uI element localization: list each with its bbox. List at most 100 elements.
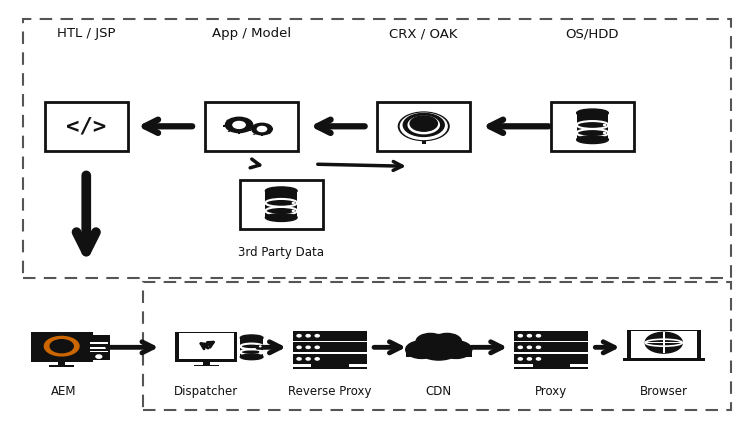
Bar bbox=[266, 124, 269, 126]
Bar bbox=[622, 358, 705, 360]
Bar bbox=[631, 331, 697, 358]
Bar bbox=[577, 113, 608, 140]
Bar bbox=[22, 19, 731, 278]
Circle shape bbox=[527, 335, 532, 337]
Circle shape bbox=[50, 340, 74, 353]
Bar bbox=[251, 124, 253, 125]
Bar bbox=[227, 131, 230, 132]
Bar bbox=[205, 102, 298, 151]
Bar bbox=[90, 351, 108, 352]
Bar bbox=[194, 365, 218, 366]
Circle shape bbox=[440, 341, 472, 358]
Ellipse shape bbox=[240, 349, 263, 355]
Bar bbox=[261, 135, 263, 136]
Circle shape bbox=[315, 346, 320, 349]
Circle shape bbox=[315, 335, 320, 337]
Ellipse shape bbox=[266, 187, 297, 195]
Ellipse shape bbox=[577, 136, 608, 144]
Bar bbox=[88, 335, 110, 360]
Bar bbox=[514, 354, 588, 364]
Bar bbox=[31, 332, 93, 362]
Bar bbox=[292, 354, 368, 364]
Bar bbox=[271, 128, 273, 130]
Bar bbox=[203, 362, 209, 365]
Circle shape bbox=[252, 123, 272, 135]
Circle shape bbox=[292, 210, 294, 211]
Circle shape bbox=[233, 122, 245, 128]
Circle shape bbox=[645, 332, 682, 353]
Circle shape bbox=[398, 112, 449, 141]
Circle shape bbox=[315, 358, 320, 360]
Bar bbox=[311, 364, 349, 368]
Circle shape bbox=[536, 335, 541, 337]
Bar bbox=[224, 125, 225, 127]
Bar bbox=[406, 346, 472, 357]
Bar bbox=[551, 102, 634, 151]
Circle shape bbox=[297, 335, 301, 337]
Circle shape bbox=[406, 341, 437, 358]
Bar bbox=[627, 330, 701, 360]
Circle shape bbox=[527, 358, 532, 360]
Circle shape bbox=[536, 358, 541, 360]
Circle shape bbox=[306, 346, 310, 349]
Bar bbox=[532, 364, 570, 368]
Bar bbox=[266, 191, 297, 218]
Circle shape bbox=[518, 358, 522, 360]
Bar bbox=[377, 102, 470, 151]
Circle shape bbox=[416, 333, 445, 349]
Bar bbox=[45, 102, 128, 151]
Ellipse shape bbox=[240, 335, 263, 341]
Bar bbox=[268, 133, 271, 134]
Bar bbox=[248, 130, 250, 131]
Bar bbox=[176, 332, 237, 362]
Bar bbox=[240, 179, 322, 229]
Text: HTL / JSP: HTL / JSP bbox=[57, 27, 116, 40]
Circle shape bbox=[536, 346, 541, 349]
Bar bbox=[259, 123, 261, 124]
Bar bbox=[253, 133, 256, 135]
Circle shape bbox=[260, 346, 261, 347]
Text: </>: </> bbox=[66, 116, 106, 136]
Ellipse shape bbox=[266, 199, 297, 207]
Circle shape bbox=[306, 358, 310, 360]
Text: OS/HDD: OS/HDD bbox=[566, 27, 620, 40]
Text: Proxy: Proxy bbox=[536, 385, 567, 398]
Circle shape bbox=[408, 116, 440, 134]
Circle shape bbox=[410, 116, 437, 131]
Circle shape bbox=[416, 335, 461, 360]
Bar bbox=[226, 120, 229, 121]
Circle shape bbox=[257, 126, 266, 132]
Ellipse shape bbox=[240, 354, 263, 360]
Circle shape bbox=[297, 346, 301, 349]
Bar bbox=[90, 342, 108, 344]
Bar bbox=[645, 342, 682, 344]
Ellipse shape bbox=[240, 344, 263, 349]
Circle shape bbox=[404, 113, 444, 136]
Circle shape bbox=[518, 335, 522, 337]
Circle shape bbox=[44, 336, 79, 356]
Bar bbox=[422, 132, 426, 144]
Circle shape bbox=[297, 358, 301, 360]
Bar bbox=[249, 130, 251, 131]
Bar bbox=[662, 332, 665, 353]
Text: CRX / OAK: CRX / OAK bbox=[389, 27, 458, 40]
Circle shape bbox=[527, 346, 532, 349]
Circle shape bbox=[400, 113, 447, 139]
Bar bbox=[292, 342, 368, 352]
Circle shape bbox=[96, 355, 102, 358]
Bar bbox=[90, 347, 108, 349]
Bar bbox=[514, 367, 588, 369]
Bar bbox=[58, 362, 65, 366]
Circle shape bbox=[226, 117, 253, 133]
Bar bbox=[514, 331, 588, 341]
Bar bbox=[236, 117, 238, 118]
Ellipse shape bbox=[266, 207, 297, 215]
Ellipse shape bbox=[577, 109, 608, 117]
Circle shape bbox=[306, 335, 310, 337]
Circle shape bbox=[433, 333, 461, 349]
Ellipse shape bbox=[577, 129, 608, 137]
Ellipse shape bbox=[266, 213, 297, 221]
Bar bbox=[142, 282, 731, 410]
Bar bbox=[292, 367, 368, 369]
Text: CDN: CDN bbox=[426, 385, 451, 398]
